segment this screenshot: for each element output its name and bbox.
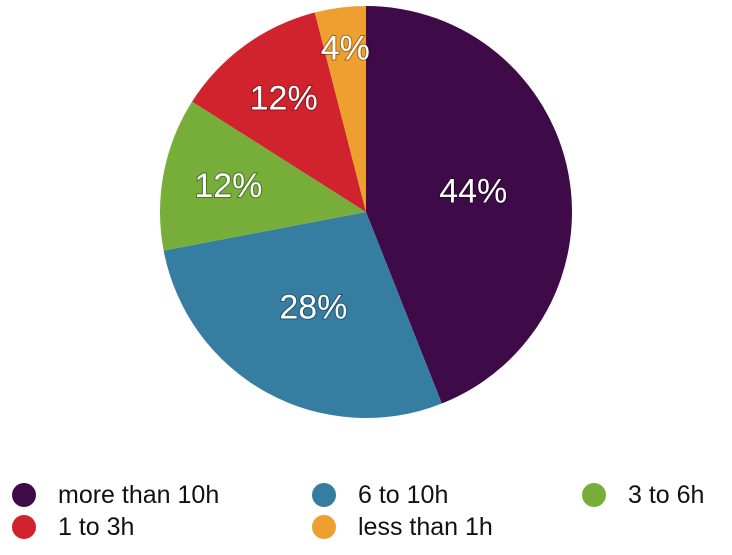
pie-slice-1-to-3h — [192, 12, 366, 213]
slice-value-label: 44% — [439, 173, 507, 211]
pie-slice-less-than-1h — [314, 5, 366, 212]
pie-slice-more-than-10h — [366, 6, 572, 404]
pie-slice-3-to-6h — [160, 101, 366, 251]
slice-value-label: 4% — [321, 29, 370, 67]
slice-value-label: 28% — [279, 289, 347, 327]
pie-slices — [160, 5, 572, 418]
slice-value-label: 12% — [250, 80, 318, 118]
slice-labels: 44%28%12%12%4% — [193, 28, 508, 327]
pie-slice-6-to-10h — [163, 212, 442, 418]
slice-value-label: 12% — [194, 167, 262, 205]
